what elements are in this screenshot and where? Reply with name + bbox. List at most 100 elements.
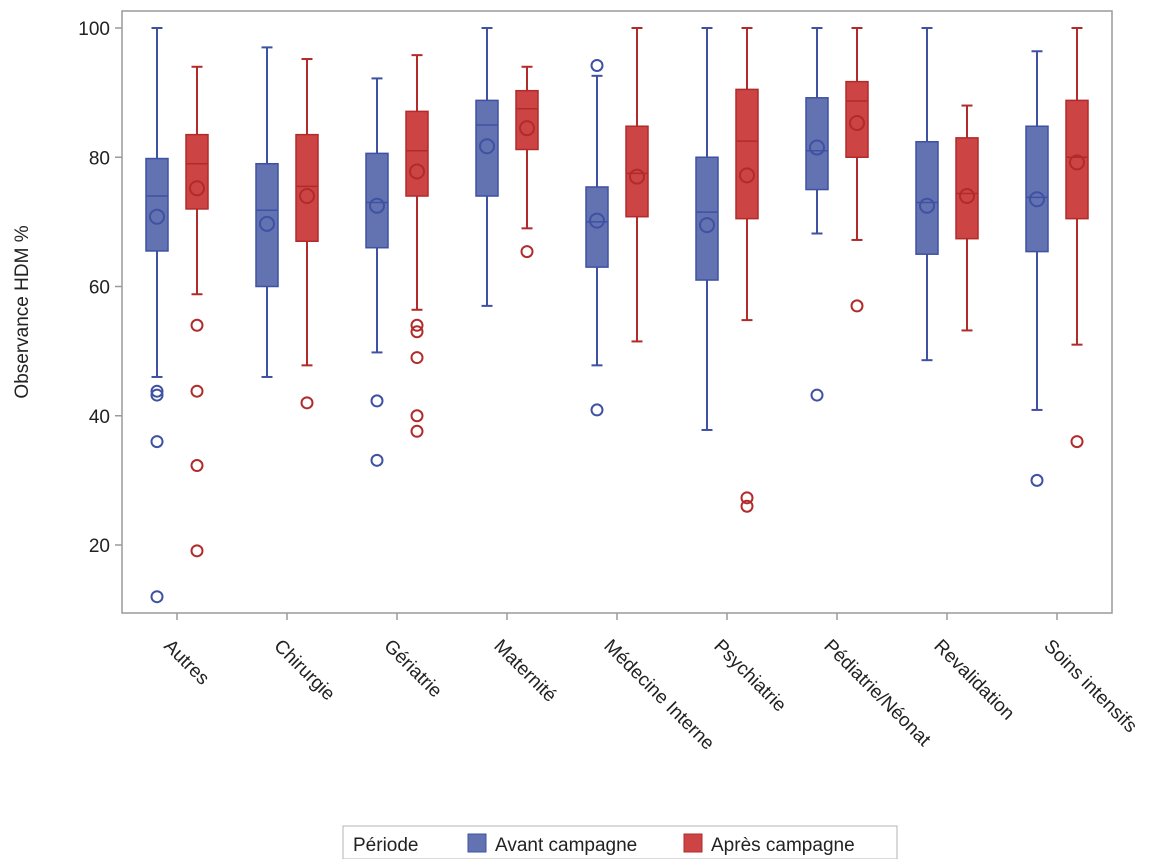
outlier-point	[190, 318, 204, 332]
outlier-point	[590, 403, 604, 417]
box-avant	[365, 77, 389, 467]
box-iqr	[845, 80, 869, 158]
box-mean	[369, 197, 385, 214]
outlier-point	[150, 435, 164, 449]
box-avant	[585, 58, 609, 417]
box-mean	[519, 120, 535, 137]
x-category-label: Gériatrie	[379, 636, 445, 702]
legend: Période Avant campagne Après campagne	[342, 825, 898, 859]
box-avant	[145, 27, 169, 604]
box-mean	[409, 163, 425, 180]
outlier-point	[150, 388, 164, 402]
outlier-point	[410, 318, 424, 332]
box-mean	[739, 167, 755, 184]
x-category-label: Pédiatrie/Néonat	[819, 636, 934, 751]
outlier-point	[740, 499, 754, 513]
box-mean	[809, 139, 825, 156]
y-tick-label: 80	[89, 148, 110, 169]
box-apres	[735, 27, 759, 513]
box-iqr	[405, 110, 429, 197]
x-category-label: Soins intensifs	[1039, 636, 1140, 737]
outlier-point	[410, 424, 424, 438]
box-apres	[405, 54, 429, 438]
outlier-point	[740, 491, 754, 505]
box-avant	[915, 27, 939, 362]
outlier-point	[810, 388, 824, 402]
outlier-point	[850, 299, 864, 313]
box-apres	[625, 27, 649, 343]
box-mean	[189, 180, 205, 197]
box-series	[145, 27, 1089, 604]
box-mean	[589, 212, 605, 229]
outlier-point	[410, 325, 424, 339]
x-category-label: Revalidation	[929, 636, 1018, 725]
box-iqr	[625, 125, 649, 218]
plot-frame	[121, 10, 1113, 614]
box-iqr	[1025, 125, 1049, 253]
box-mean	[1069, 154, 1085, 171]
box-mean	[149, 208, 165, 225]
y-tick-label: 100	[78, 19, 110, 40]
outlier-point	[410, 409, 424, 423]
outlier-point	[370, 394, 384, 408]
box-mean	[919, 197, 935, 214]
x-category-label: Maternité	[489, 636, 560, 707]
box-iqr	[1065, 99, 1089, 220]
outlier-point	[190, 459, 204, 473]
outlier-point	[410, 351, 424, 365]
box-iqr	[255, 162, 279, 288]
y-tick-label: 20	[89, 536, 110, 557]
box-apres	[185, 65, 209, 558]
outlier-point	[520, 245, 534, 259]
legend-label-apres: Après campagne	[711, 835, 855, 856]
box-mean	[259, 215, 275, 232]
outlier-point	[150, 384, 164, 398]
legend-frame	[342, 825, 898, 859]
outlier-point	[590, 58, 604, 72]
x-axis: Autres Chirurgie Gériatrie Maternité Médecin…	[159, 613, 1141, 755]
box-avant	[1025, 50, 1049, 487]
box-apres	[1065, 27, 1089, 449]
outlier-point	[1070, 435, 1084, 449]
box-mean	[629, 168, 645, 185]
box-iqr	[145, 157, 169, 252]
x-category-label: Psychiatrie	[709, 636, 790, 717]
box-avant	[255, 46, 279, 378]
box-mean	[849, 114, 865, 131]
outlier-point	[190, 544, 204, 558]
x-category-label: Médecine Interne	[599, 636, 718, 755]
y-tick-label: 40	[89, 407, 110, 428]
legend-swatch-avant	[467, 833, 487, 853]
box-apres	[955, 104, 979, 332]
x-category-label: Autres	[159, 636, 213, 690]
box-mean	[299, 188, 315, 205]
y-axis: 20 40 60 80 100	[78, 19, 122, 557]
box-iqr	[515, 89, 539, 151]
x-category-label: Chirurgie	[269, 636, 338, 705]
box-apres	[295, 58, 319, 410]
y-axis-title: Observance HDM %	[12, 225, 33, 398]
outlier-point	[150, 590, 164, 604]
box-iqr	[185, 133, 209, 210]
y-tick-label: 60	[89, 278, 110, 299]
box-mean	[959, 188, 975, 205]
box-iqr	[365, 152, 389, 249]
box-mean	[479, 138, 495, 155]
outlier-point	[300, 396, 314, 410]
box-apres	[845, 27, 869, 313]
legend-title: Période	[353, 835, 419, 856]
box-avant	[695, 27, 719, 431]
legend-label-avant: Avant campagne	[495, 835, 637, 856]
box-iqr	[805, 97, 829, 191]
box-iqr	[295, 133, 319, 243]
outlier-point	[190, 384, 204, 398]
legend-swatch-apres	[683, 833, 703, 853]
box-apres	[515, 65, 539, 259]
box-mean	[1029, 191, 1045, 208]
box-avant	[475, 27, 499, 307]
box-mean	[699, 217, 715, 234]
box-avant	[805, 27, 829, 402]
outlier-point	[1030, 473, 1044, 487]
